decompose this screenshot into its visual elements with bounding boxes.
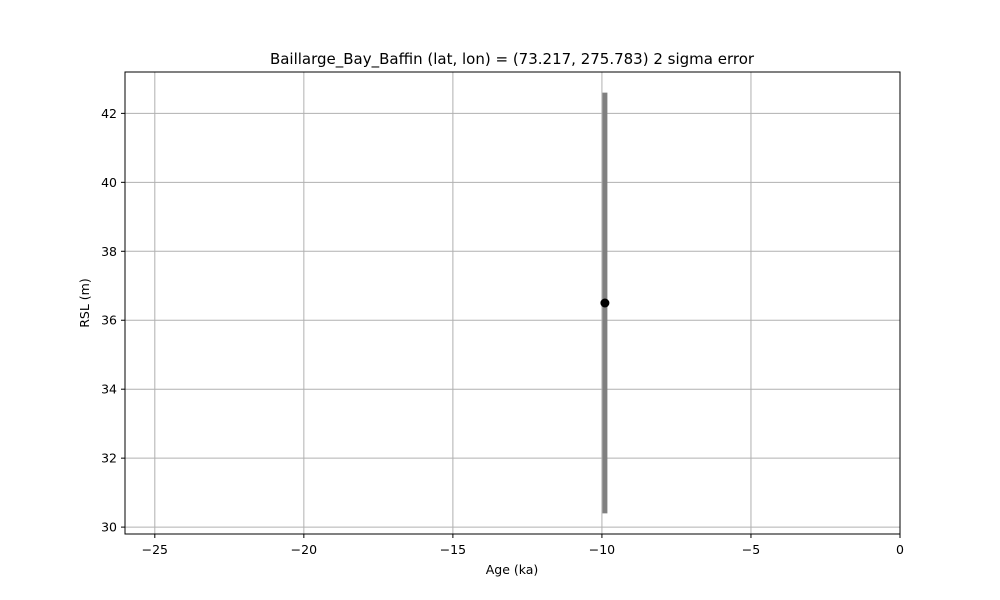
y-tick-label: 30 <box>101 520 117 535</box>
x-tick-label: −10 <box>589 542 615 557</box>
y-tick-label: 40 <box>101 175 117 190</box>
y-tick-label: 42 <box>101 106 117 121</box>
x-tick-label: −15 <box>440 542 466 557</box>
axis-ticks: −25 −20 −15 −10 −5 0 30 32 34 36 38 40 42 <box>101 106 904 557</box>
y-tick-label: 38 <box>101 244 117 259</box>
y-tick-label: 36 <box>101 313 117 328</box>
data-layer <box>600 92 610 514</box>
data-point <box>600 298 610 308</box>
x-tick-label: −20 <box>291 542 317 557</box>
y-tick-label: 34 <box>101 382 117 397</box>
x-tick-label: 0 <box>896 542 904 557</box>
plot-frame <box>124 71 901 535</box>
x-axis-label: Age (ka) <box>486 562 539 577</box>
grid-lines <box>125 72 901 534</box>
x-tick-label: −25 <box>142 542 168 557</box>
x-tick-label: −5 <box>742 542 760 557</box>
y-axis-label: RSL (m) <box>77 278 92 328</box>
chart-title: Baillarge_Bay_Baffin (lat, lon) = (73.21… <box>270 50 755 69</box>
y-tick-label: 32 <box>101 451 117 466</box>
